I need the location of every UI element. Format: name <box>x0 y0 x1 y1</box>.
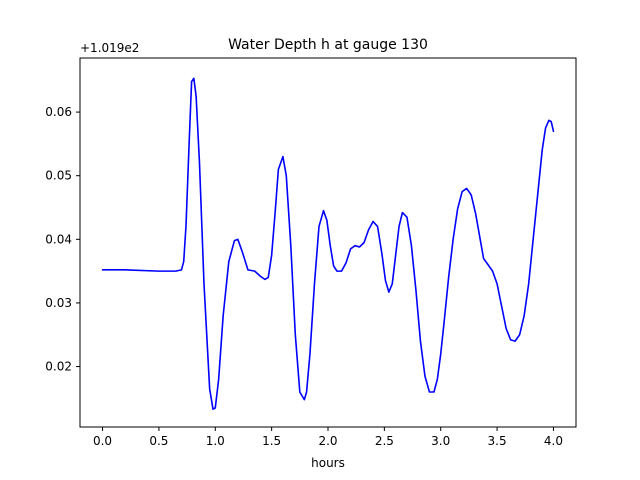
x-tick-label: 0.0 <box>93 434 112 448</box>
x-tick-label: 0.5 <box>149 434 168 448</box>
y-tick-label: 0.04 <box>45 232 72 246</box>
x-tick-label: 1.5 <box>262 434 281 448</box>
x-tick-label: 1.0 <box>206 434 225 448</box>
x-axis-label: hours <box>311 456 345 470</box>
y-tick-label: 0.05 <box>45 169 72 183</box>
y-tick-label: 0.06 <box>45 105 72 119</box>
y-tick-label: 0.02 <box>45 360 72 374</box>
y-tick-label: 0.03 <box>45 296 72 310</box>
x-tick-label: 3.0 <box>431 434 450 448</box>
plot-area <box>101 77 555 410</box>
series-line-0 <box>101 77 555 410</box>
chart-title: Water Depth h at gauge 130 <box>228 37 428 53</box>
y-axis: 0.02 0.03 0.04 0.05 0.06 <box>45 105 80 374</box>
y-axis-offset-text: +1.019e2 <box>80 41 139 55</box>
x-axis: 0.0 0.5 1.0 1.5 2.0 2.5 3.0 3.5 4.0 <box>93 427 563 448</box>
x-tick-label: 2.0 <box>318 434 337 448</box>
x-tick-label: 4.0 <box>544 434 563 448</box>
x-tick-label: 2.5 <box>375 434 394 448</box>
x-tick-label: 3.5 <box>488 434 507 448</box>
